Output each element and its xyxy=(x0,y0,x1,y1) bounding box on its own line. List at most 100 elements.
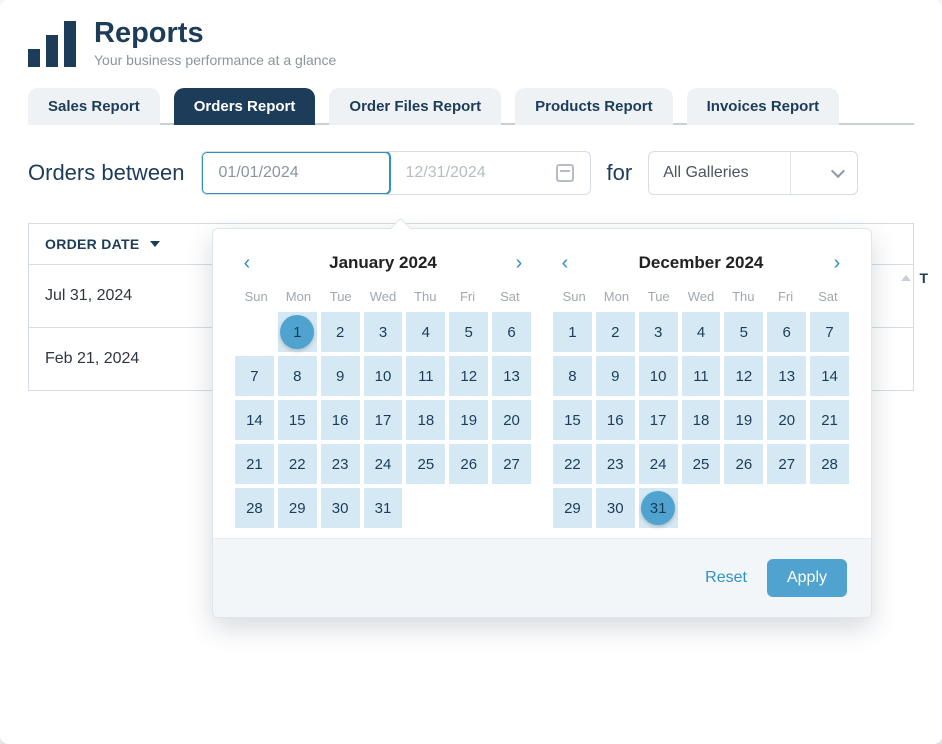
day-cell[interactable]: 8 xyxy=(278,356,317,396)
day-cell[interactable]: 31 xyxy=(639,488,678,528)
day-cell[interactable]: 14 xyxy=(235,400,274,440)
day-cell[interactable]: 13 xyxy=(767,356,806,396)
filter-row: Orders between 01/01/2024 12/31/2024 for… xyxy=(28,151,914,195)
day-number: 27 xyxy=(503,456,520,473)
day-cell[interactable]: 7 xyxy=(810,312,849,352)
day-cell[interactable]: 18 xyxy=(682,400,721,440)
day-cell[interactable]: 3 xyxy=(364,312,403,352)
day-cell[interactable]: 29 xyxy=(278,488,317,528)
day-number: 8 xyxy=(568,368,576,385)
dow-label: Wed xyxy=(680,289,722,304)
tab-orders-report[interactable]: Orders Report xyxy=(174,88,316,125)
day-number: 25 xyxy=(418,456,435,473)
day-number: 25 xyxy=(693,456,710,473)
day-cell[interactable]: 24 xyxy=(639,444,678,484)
dow-label: Fri xyxy=(446,289,488,304)
day-cell[interactable]: 19 xyxy=(724,400,763,440)
day-cell[interactable]: 15 xyxy=(553,400,592,440)
day-number: 23 xyxy=(332,456,349,473)
day-cell[interactable]: 30 xyxy=(321,488,360,528)
tab-invoices-report[interactable]: Invoices Report xyxy=(687,88,840,125)
day-cell[interactable]: 14 xyxy=(810,356,849,396)
picker-actions: Reset Apply xyxy=(213,538,871,617)
day-cell[interactable]: 31 xyxy=(364,488,403,528)
day-cell[interactable]: 7 xyxy=(235,356,274,396)
day-cell[interactable]: 17 xyxy=(639,400,678,440)
day-cell[interactable]: 12 xyxy=(449,356,488,396)
day-cell[interactable]: 23 xyxy=(596,444,635,484)
day-cell[interactable]: 26 xyxy=(724,444,763,484)
end-date-input[interactable]: 12/31/2024 xyxy=(390,152,590,194)
day-cell[interactable]: 11 xyxy=(682,356,721,396)
day-cell[interactable]: 25 xyxy=(682,444,721,484)
reset-button[interactable]: Reset xyxy=(705,569,747,587)
day-cell[interactable]: 11 xyxy=(406,356,445,396)
day-cell[interactable]: 22 xyxy=(553,444,592,484)
dow-label: Thu xyxy=(722,289,764,304)
day-cell[interactable]: 29 xyxy=(553,488,592,528)
day-cell[interactable]: 6 xyxy=(492,312,531,352)
day-cell[interactable]: 30 xyxy=(596,488,635,528)
day-cell[interactable]: 28 xyxy=(810,444,849,484)
dow-label: Thu xyxy=(404,289,446,304)
page-title: Reports xyxy=(94,18,336,50)
day-cell[interactable]: 20 xyxy=(767,400,806,440)
day-cell[interactable]: 27 xyxy=(767,444,806,484)
day-cell[interactable]: 12 xyxy=(724,356,763,396)
day-number: 22 xyxy=(564,456,581,473)
day-cell[interactable]: 16 xyxy=(596,400,635,440)
start-date-input[interactable]: 01/01/2024 xyxy=(201,151,391,195)
day-cell[interactable]: 5 xyxy=(449,312,488,352)
day-cell[interactable]: 24 xyxy=(364,444,403,484)
day-number: 5 xyxy=(740,324,748,341)
day-cell[interactable]: 18 xyxy=(406,400,445,440)
day-cell[interactable]: 1 xyxy=(278,312,317,352)
logo-bar xyxy=(28,49,40,67)
day-cell[interactable]: 1 xyxy=(553,312,592,352)
day-cell[interactable]: 16 xyxy=(321,400,360,440)
day-cell[interactable]: 10 xyxy=(639,356,678,396)
day-cell[interactable]: 22 xyxy=(278,444,317,484)
dow-label: Tue xyxy=(320,289,362,304)
date-range-inputs: 01/01/2024 12/31/2024 xyxy=(201,151,591,195)
apply-button[interactable]: Apply xyxy=(767,559,847,597)
day-cell[interactable]: 27 xyxy=(492,444,531,484)
day-cell[interactable]: 8 xyxy=(553,356,592,396)
tab-order-files-report[interactable]: Order Files Report xyxy=(329,88,501,125)
tab-products-report[interactable]: Products Report xyxy=(515,88,673,125)
day-cell[interactable]: 9 xyxy=(321,356,360,396)
day-number: 18 xyxy=(693,412,710,429)
day-cell[interactable]: 17 xyxy=(364,400,403,440)
day-cell[interactable]: 3 xyxy=(639,312,678,352)
day-number: 7 xyxy=(825,324,833,341)
day-cell[interactable]: 15 xyxy=(278,400,317,440)
day-cell[interactable]: 26 xyxy=(449,444,488,484)
day-number: 9 xyxy=(336,368,344,385)
day-number: 21 xyxy=(821,412,838,429)
day-cell[interactable]: 6 xyxy=(767,312,806,352)
day-cell[interactable]: 23 xyxy=(321,444,360,484)
next-month-button[interactable]: › xyxy=(507,251,531,275)
next-month-button[interactable]: › xyxy=(825,251,849,275)
day-cell[interactable]: 2 xyxy=(321,312,360,352)
day-cell[interactable]: 20 xyxy=(492,400,531,440)
day-cell[interactable]: 21 xyxy=(810,400,849,440)
day-cell[interactable]: 5 xyxy=(724,312,763,352)
day-cell[interactable]: 2 xyxy=(596,312,635,352)
page-header: Reports Your business performance at a g… xyxy=(28,18,914,68)
day-cell[interactable]: 19 xyxy=(449,400,488,440)
prev-month-button[interactable]: ‹ xyxy=(235,251,259,275)
prev-month-button[interactable]: ‹ xyxy=(553,251,577,275)
day-cell[interactable]: 28 xyxy=(235,488,274,528)
day-cell[interactable]: 4 xyxy=(406,312,445,352)
gallery-select[interactable]: All Galleries xyxy=(648,151,858,195)
day-cell[interactable]: 4 xyxy=(682,312,721,352)
tab-sales-report[interactable]: Sales Report xyxy=(28,88,160,125)
day-cell[interactable]: 9 xyxy=(596,356,635,396)
day-cell[interactable]: 25 xyxy=(406,444,445,484)
dow-label: Sat xyxy=(807,289,849,304)
day-number: 15 xyxy=(564,412,581,429)
day-cell[interactable]: 10 xyxy=(364,356,403,396)
day-cell[interactable]: 21 xyxy=(235,444,274,484)
day-cell[interactable]: 13 xyxy=(492,356,531,396)
